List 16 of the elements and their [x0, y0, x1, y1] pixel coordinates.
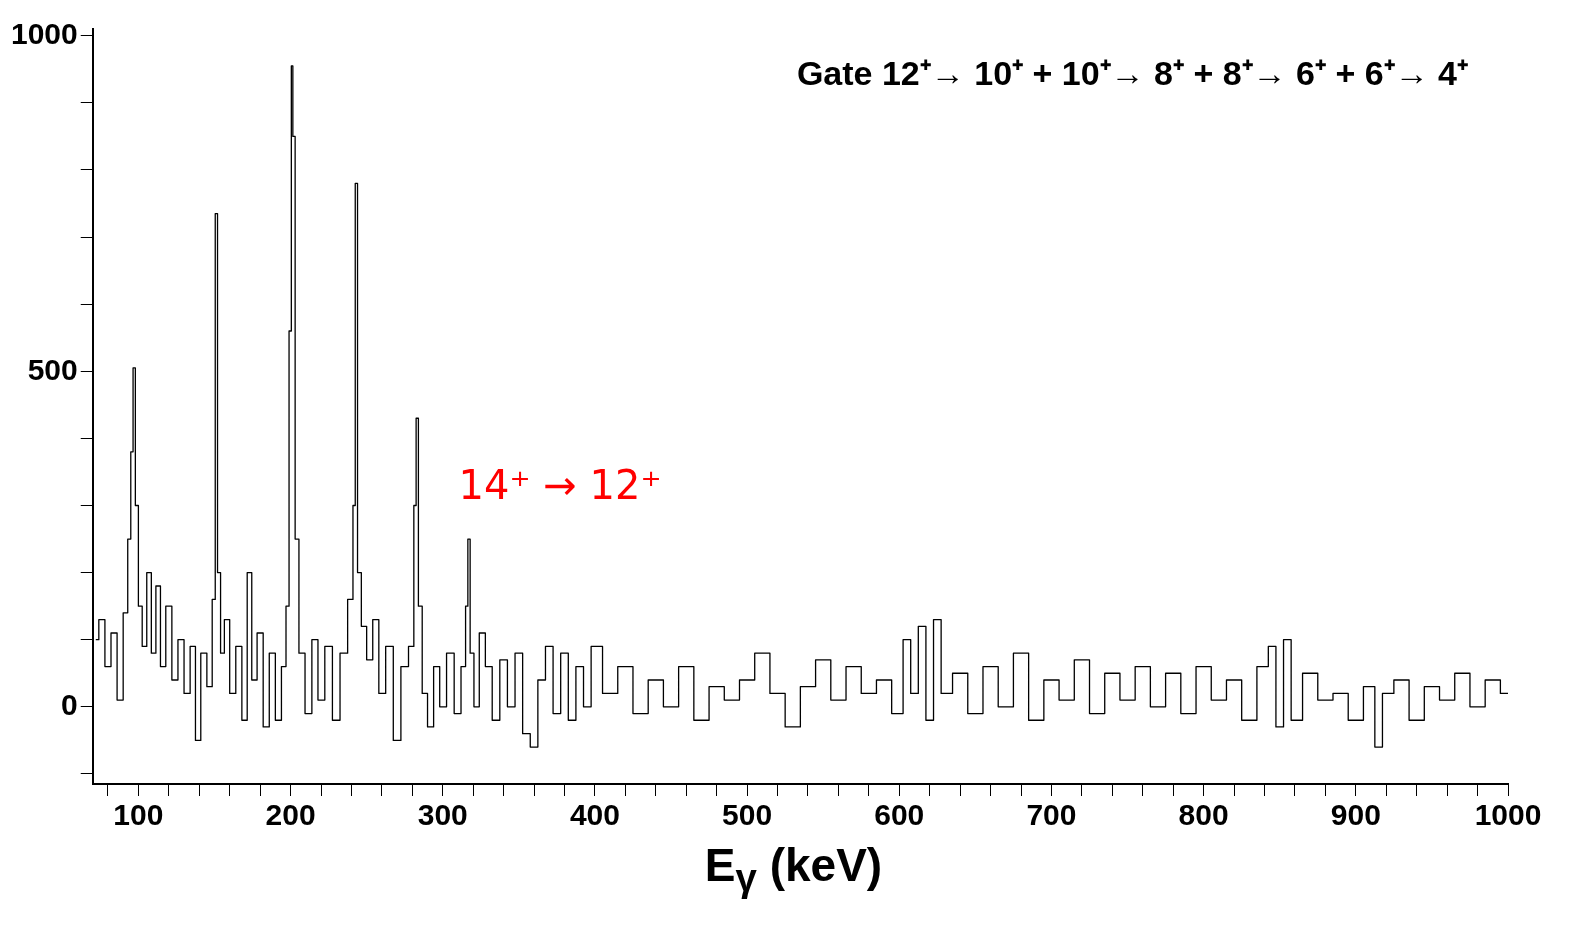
x-tick-label: 1000	[1474, 798, 1542, 832]
x-tick-label: 400	[569, 798, 620, 832]
annotation: 14⁺ → 12⁺	[458, 462, 662, 509]
x-tick-label: 500	[722, 798, 773, 832]
annotation: Gate 12⁺→ 10⁺ + 10⁺→ 8⁺ + 8⁺→ 6⁺ + 6⁺→ 4⁺	[796, 54, 1468, 93]
x-tick-label: 800	[1178, 798, 1229, 832]
x-tick-label: 900	[1330, 798, 1381, 832]
x-tick-label: 100	[113, 798, 164, 832]
x-tick-label: 200	[265, 798, 316, 832]
y-tick-label: 1000	[10, 16, 78, 50]
x-tick-label: 600	[874, 798, 925, 832]
x-axis-title: E$_{γ}$ (keV)	[703, 838, 884, 901]
x-tick-label: 700	[1026, 798, 1077, 832]
x-tick-label: 300	[417, 798, 468, 832]
y-tick-label: 500	[27, 352, 78, 386]
y-tick-label: 0	[61, 688, 78, 722]
